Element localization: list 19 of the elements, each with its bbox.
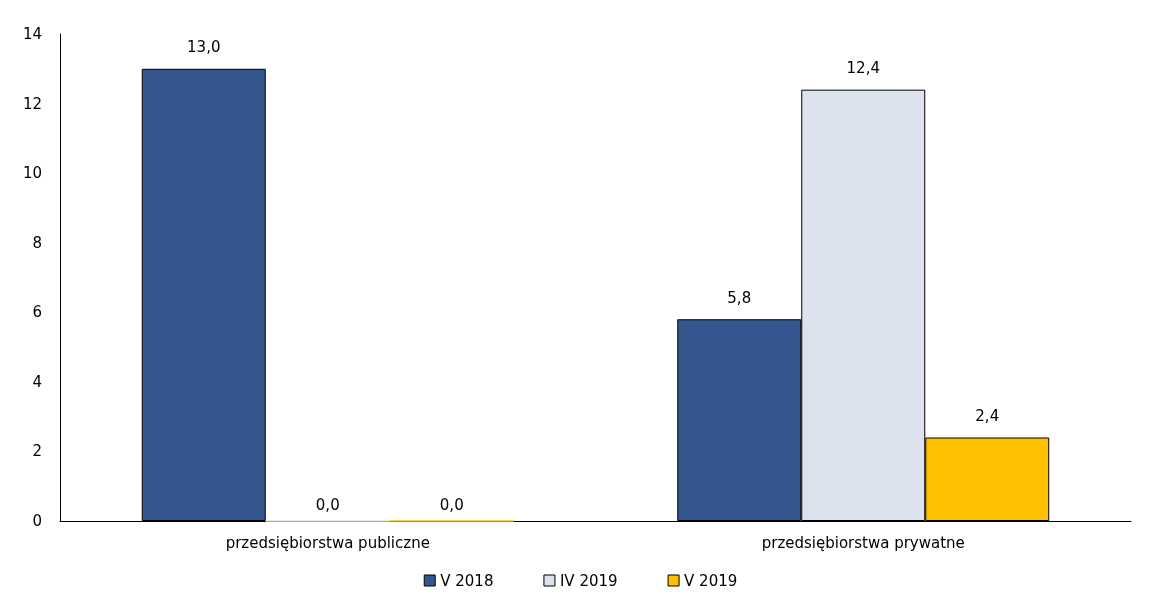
y-tick-label: 12 — [22, 94, 42, 113]
x-tick-label: przedsiębiorstwa prywatne — [761, 533, 965, 552]
y-tick-label: 0 — [32, 512, 42, 530]
legend-label: V 2019 — [684, 571, 738, 590]
y-tick-label: 4 — [32, 372, 42, 391]
y-tick-label: 2 — [32, 442, 42, 461]
y-tick-label: 14 — [22, 25, 42, 43]
data-label: 5,8 — [727, 288, 752, 307]
x-tick-label: przedsiębiorstwa publiczne — [225, 533, 430, 552]
data-label: 13,0 — [187, 38, 221, 57]
legend-label: IV 2019 — [559, 571, 618, 590]
data-label: 12,4 — [846, 59, 880, 78]
y-tick-label: 10 — [22, 164, 42, 183]
data-label: 0,0 — [439, 496, 464, 514]
data-label: 0,0 — [315, 496, 340, 514]
legend-label: V 2018 — [440, 571, 494, 590]
y-tick-label: 8 — [32, 233, 42, 252]
y-tick-label: 6 — [32, 303, 42, 322]
data-label: 2,4 — [975, 407, 1000, 426]
